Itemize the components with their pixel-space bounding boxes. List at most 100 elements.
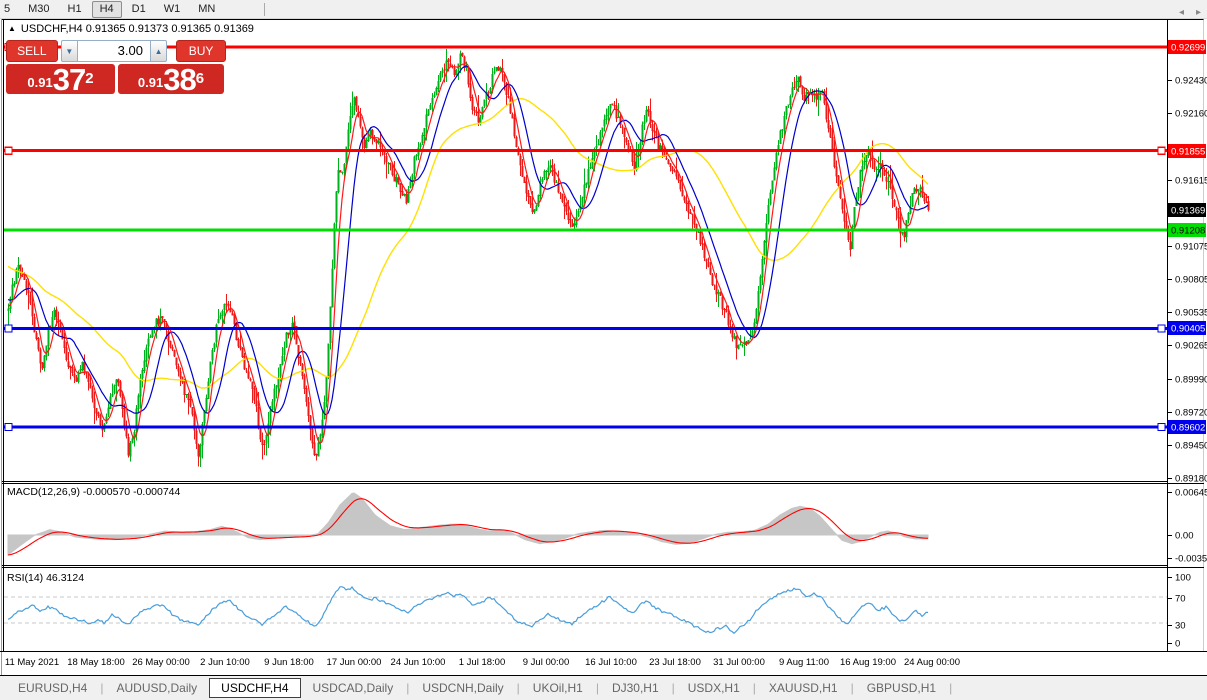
symbol-tabbar: EURUSD,H4 | AUDUSD,Daily USDCHF,H4 USDCAD,Da… [0,675,1207,700]
tab-scroll-right-icon[interactable]: ▸ [1195,7,1201,18]
hline-handle [4,146,13,155]
tab-eurusd[interactable]: EURUSD,H4 [18,681,88,695]
tab-separator: | [850,681,854,695]
axis-badge [1168,203,1206,217]
buy-button[interactable]: BUY [176,40,226,62]
sell-price-prefix: 0.91 [27,75,53,90]
tab-separator: | [949,681,953,695]
time-label: 24 Jun 10:00 [391,657,446,668]
svg-text:0.90405: 0.90405 [1171,324,1205,335]
timeframe-5[interactable]: 5 [4,2,11,15]
time-label: 9 Aug 11:00 [779,657,829,668]
sell-price-big: 37 [52,62,86,97]
sell-button[interactable]: SELL [6,40,58,62]
tab-gbpusd[interactable]: GBPUSD,H1 [866,681,937,695]
timeframe-h4[interactable]: H4 [91,0,122,18]
sell-price-sup: 2 [85,70,94,87]
axis-badge [1168,144,1206,158]
tab-ukoil[interactable]: UKOil,H1 [532,681,583,695]
time-label: 18 May 18:00 [67,657,125,668]
tab-usdchf[interactable]: USDCHF,H4 [209,678,301,698]
timeframe-toolbar: 5 M30 H1 H4 D1 W1 MN [0,0,1207,19]
tab-xauusd[interactable]: XAUUSD,H1 [768,681,838,695]
tab-separator: | [595,681,599,695]
time-label: 16 Jul 10:00 [585,657,637,668]
tab-separator: | [516,681,520,695]
svg-text:0.89720: 0.89720 [1175,408,1207,419]
time-label: 1 Jul 18:00 [459,657,505,668]
time-label: 17 Jun 00:00 [327,657,382,668]
svg-text:70: 70 [1175,594,1186,605]
hline-handle [1157,422,1166,432]
macd-legend: MACD(12,26,9) -0.000570 -0.000744 [7,486,181,498]
svg-text:0.92699: 0.92699 [1171,43,1205,54]
time-label: 9 Jul 00:00 [523,657,569,668]
hline-handle [1157,324,1166,333]
timeframe-w1[interactable]: W1 [163,2,181,15]
hline-handle [4,324,13,333]
volume-input[interactable]: 3.00 [77,40,150,62]
tab-audusd[interactable]: AUDUSD,Daily [116,681,198,695]
time-label: 16 Aug 19:00 [840,657,896,668]
svg-text:30: 30 [1175,621,1186,632]
svg-text:0.89180: 0.89180 [1175,474,1207,485]
tab-usdcad[interactable]: USDCAD,Daily [312,681,394,695]
tab-scroll-controls: ◂ ▸ [1179,0,1201,25]
svg-text:0.91208: 0.91208 [1171,226,1205,237]
time-label: 2 Jun 10:00 [200,657,250,668]
tab-dj30[interactable]: DJ30,H1 [611,681,659,695]
svg-text:0.90265: 0.90265 [1175,341,1207,352]
chart-legend-text: USDCHF,H4 0.91365 0.91373 0.91365 0.9136… [20,23,254,35]
svg-text:0.91855: 0.91855 [1171,147,1205,158]
rsi-legend: RSI(14) 46.3124 [7,572,85,584]
svg-text:0.90535: 0.90535 [1175,308,1207,319]
svg-text:0.89450: 0.89450 [1175,441,1207,452]
rsi-line [7,586,928,634]
tab-separator: | [752,681,756,695]
svg-text:0: 0 [1175,639,1180,650]
svg-text:0.006455: 0.006455 [1175,488,1207,499]
buy-price-display[interactable]: 0.91 38 6 [118,62,224,97]
svg-text:100: 100 [1175,573,1191,584]
svg-text:0.00: 0.00 [1175,531,1194,542]
sell-price-display[interactable]: 0.91 37 2 [6,62,115,97]
timeframe-d1[interactable]: D1 [131,2,146,15]
svg-text:0.89990: 0.89990 [1175,375,1207,386]
collapse-icon[interactable]: ▲ [8,24,16,33]
timeframe-mn[interactable]: MN [198,2,216,15]
one-click-trade-panel: SELL ▼ 3.00 ▲ BUY 0.91 37 2 0.91 38 6 [6,40,226,97]
tab-separator: | [671,681,675,695]
tab-usdcnh[interactable]: USDCNH,Daily [422,681,504,695]
svg-text:-0.003585: -0.003585 [1175,554,1207,565]
svg-text:0.89602: 0.89602 [1171,423,1205,434]
axis-badge [1168,223,1206,237]
svg-text:0.92430: 0.92430 [1175,76,1207,87]
hline-handle [1157,146,1166,155]
timeframe-h1[interactable]: H1 [67,2,82,15]
svg-text:0.91075: 0.91075 [1175,242,1207,253]
spinner-down-icon: ▼ [65,46,74,56]
time-label: 31 Jul 00:00 [713,657,765,668]
tab-scroll-left-icon[interactable]: ◂ [1178,7,1184,18]
axis-badge [1168,420,1206,434]
svg-text:0.91369: 0.91369 [1171,206,1205,217]
axis-badge [1168,321,1206,335]
macd-signal-line [7,498,929,556]
tab-usdx[interactable]: USDX,H1 [687,681,740,695]
timeframe-m30[interactable]: M30 [28,2,50,15]
candles [7,48,930,468]
time-label: 24 Aug 00:00 [904,657,960,668]
volume-increase-button[interactable]: ▲ [149,40,168,62]
buy-price-big: 38 [163,62,196,97]
hline-handle [4,422,13,432]
chart-legend: ▲ USDCHF,H4 0.91365 0.91373 0.91365 0.913… [8,23,254,35]
time-label: 9 Jun 18:00 [264,657,314,668]
svg-text:0.90805: 0.90805 [1175,275,1207,286]
svg-text:0.92160: 0.92160 [1175,109,1207,120]
toolbar-separator [264,2,266,16]
volume-decrease-button[interactable]: ▼ [60,40,78,62]
time-label: 23 Jul 18:00 [649,657,701,668]
macd-histogram [7,492,929,557]
